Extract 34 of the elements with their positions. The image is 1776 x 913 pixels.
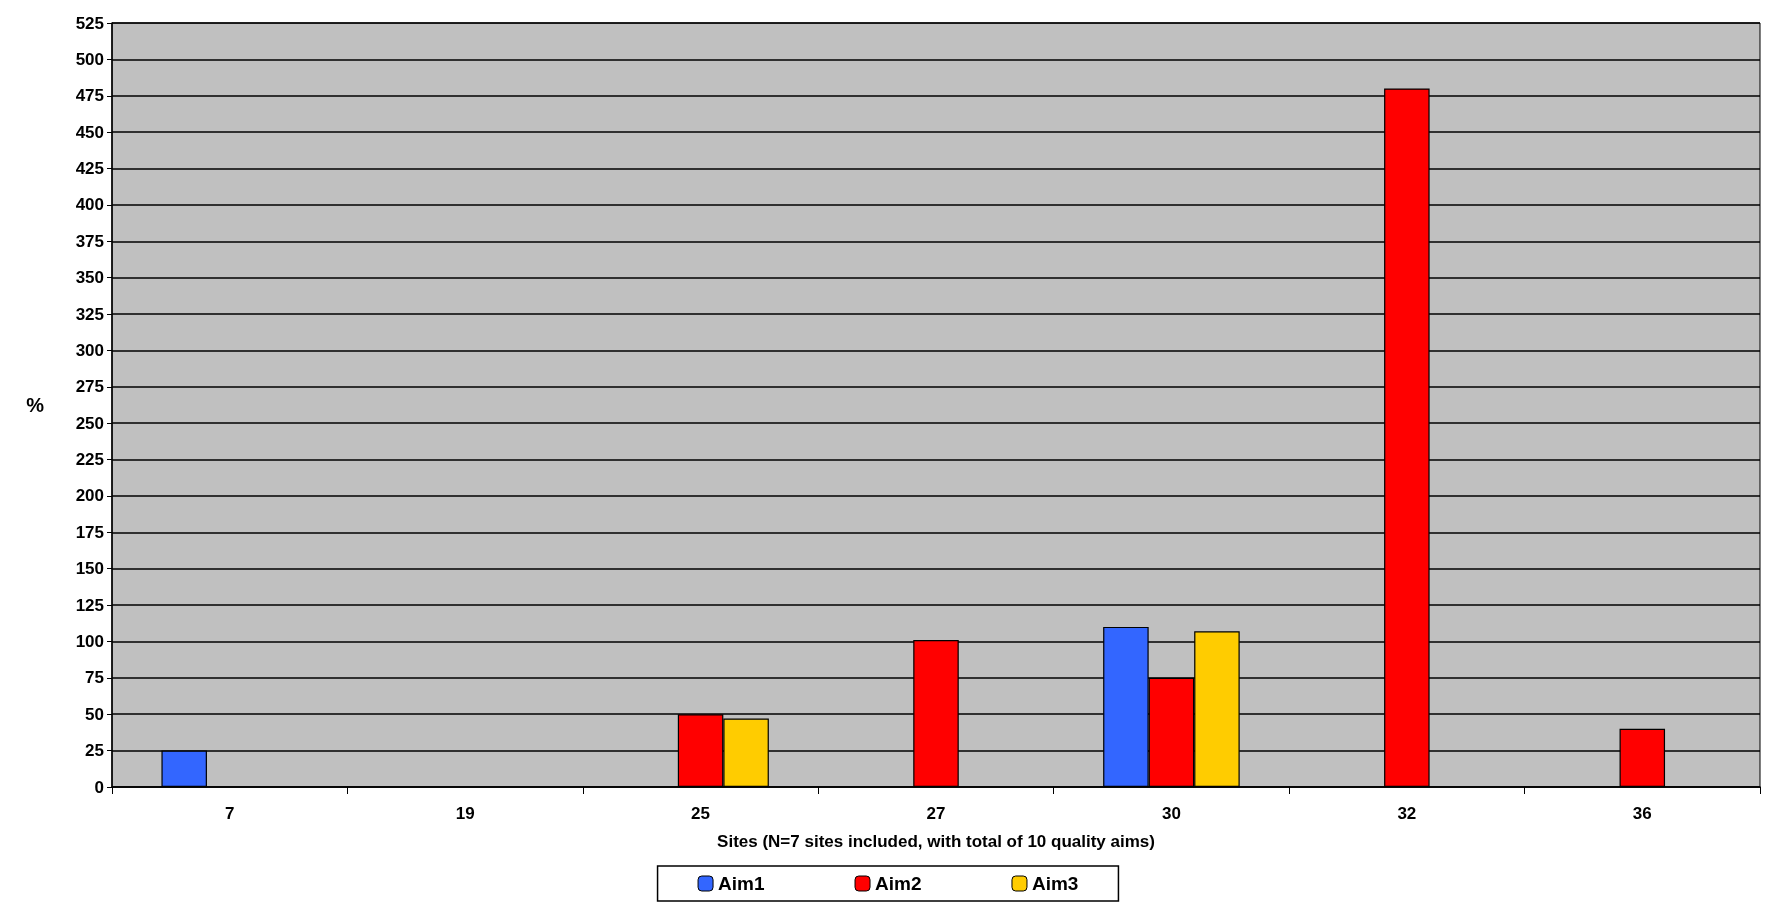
legend-label: Aim3 — [1031, 873, 1079, 894]
y-tick-label: 75 — [85, 668, 104, 688]
y-tick-label: 425 — [75, 159, 104, 179]
y-tick-label: 325 — [75, 304, 104, 324]
y-tick-label: 400 — [75, 195, 104, 215]
y-tick-label: 450 — [75, 122, 104, 142]
y-tick-label: 275 — [75, 377, 104, 397]
y-tick-label: 150 — [75, 559, 104, 579]
legend-label: Aim2 — [875, 873, 922, 894]
y-tick-label: 350 — [75, 268, 104, 288]
x-tick-label: 32 — [1397, 804, 1417, 823]
y-tick-label: 375 — [75, 231, 104, 251]
x-axis-title: Sites (N=7 sites included, with total of 10 quality aims) — [717, 832, 1155, 851]
y-tick-label: 50 — [85, 704, 104, 724]
y-tick-label: 0 — [94, 777, 104, 797]
x-tick-label: 19 — [455, 804, 475, 823]
y-tick-label: 175 — [75, 522, 104, 542]
y-tick-label: 250 — [75, 413, 104, 433]
x-tick-label: 27 — [926, 804, 946, 823]
x-tick-label: 30 — [1161, 804, 1181, 823]
y-tick-label: 225 — [75, 450, 104, 470]
x-tick-label: 7 — [224, 804, 235, 823]
y-tick-label: 300 — [75, 340, 104, 360]
y-tick-label: 125 — [75, 595, 104, 615]
y-tick-label: 200 — [75, 486, 104, 506]
x-tick-label: 25 — [691, 804, 711, 823]
y-tick-label: 25 — [85, 741, 104, 761]
legend-label: Aim1 — [718, 873, 765, 894]
x-tick-label: 36 — [1632, 804, 1652, 823]
y-axis-title: % — [26, 394, 45, 416]
y-tick-label: 100 — [75, 631, 104, 651]
y-tick-label: 475 — [75, 86, 104, 106]
y-tick-label: 525 — [75, 13, 104, 33]
y-tick-label: 500 — [75, 49, 104, 69]
